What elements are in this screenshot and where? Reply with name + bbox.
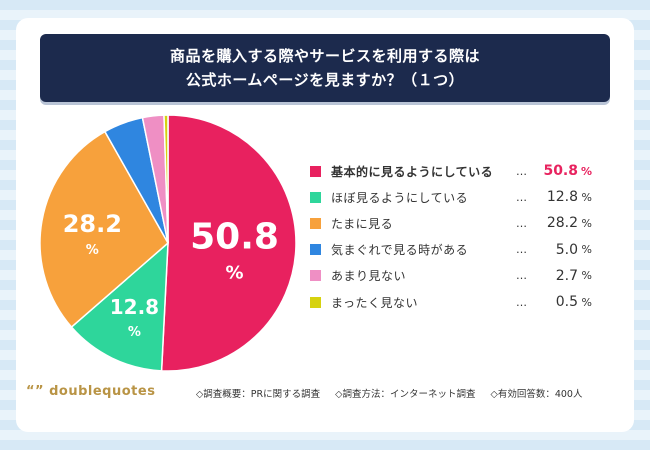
legend-label: ほぼ見るようにしている bbox=[331, 190, 469, 205]
legend-item-3: 気まぐれで見る時がある … 5.0% bbox=[308, 237, 592, 263]
legend-value: 0.5 bbox=[555, 294, 578, 311]
survey-note-method: ◇調査方法：インターネット調査 bbox=[335, 389, 476, 400]
pie-label-value-0: 50.8 bbox=[190, 217, 279, 258]
pie-label-value-1: 12.8 bbox=[110, 295, 159, 319]
legend-value: 50.8 bbox=[543, 163, 578, 180]
legend-item-2: たまに見る … 28.2% bbox=[308, 210, 592, 236]
pie-slice-0 bbox=[160, 114, 297, 372]
chart-title-line-1: 商品を購入する際やサービスを利用する際は bbox=[169, 47, 480, 65]
pie-slice-5 bbox=[163, 114, 169, 244]
brand-logo: “” doublequotes bbox=[26, 384, 156, 399]
legend-value: 2.7 bbox=[555, 267, 578, 284]
pie-label-unit-0: % bbox=[226, 263, 244, 284]
legend-swatch bbox=[310, 165, 321, 177]
pie-slice-2 bbox=[39, 130, 169, 329]
legend-item-4: あまり見ない … 2.7% bbox=[308, 263, 592, 289]
survey-note-respondents: ◇有効回答数：400人 bbox=[490, 389, 583, 400]
legend-unit: % bbox=[581, 269, 592, 283]
legend-unit: % bbox=[580, 164, 592, 178]
legend-swatch bbox=[310, 244, 321, 256]
legend-unit: % bbox=[581, 243, 592, 257]
legend-label: たまに見る bbox=[331, 216, 394, 231]
legend-swatch bbox=[310, 191, 321, 203]
legend-value: 12.8 bbox=[546, 189, 578, 206]
chart-title-box: 商品を購入する際やサービスを利用する際は 公式ホームページを見ますか？（１つ） bbox=[40, 34, 610, 102]
legend-unit: % bbox=[581, 216, 592, 230]
legend-swatch bbox=[310, 270, 321, 282]
legend-unit: % bbox=[581, 190, 592, 204]
legend-label: 基本的に見るようにしている bbox=[331, 164, 494, 179]
pie-label-unit-2: % bbox=[86, 243, 99, 258]
legend-item-0: 基本的に見るようにしている … 50.8% bbox=[308, 158, 592, 184]
legend-leader-dots: … bbox=[516, 243, 528, 257]
legend-item-1: ほぼ見るようにしている … 12.8% bbox=[308, 184, 592, 210]
pie-chart: 50.8% 28.2% 12.8% bbox=[39, 114, 297, 372]
legend-value: 5.0 bbox=[555, 241, 578, 258]
legend-leader-dots: … bbox=[516, 269, 528, 283]
survey-notes: ◇調査概要：PRに関する調査 ◇調査方法：インターネット調査 ◇有効回答数：40… bbox=[196, 386, 594, 400]
survey-note-outline: ◇調査概要：PRに関する調査 bbox=[196, 389, 321, 400]
pie-label-unit-1: % bbox=[128, 325, 141, 340]
legend-leader-dots: … bbox=[516, 190, 528, 204]
chart-legend: 基本的に見るようにしている… 50.8% ほぼ見るようにしている… 12.8% たまに見… bbox=[308, 158, 592, 315]
pie-slice-1 bbox=[70, 241, 169, 372]
legend-leader-dots: … bbox=[516, 216, 528, 230]
legend-leader-dots: … bbox=[516, 164, 528, 178]
legend-label: 気まぐれで見る時がある bbox=[331, 243, 469, 258]
legend-unit: % bbox=[581, 295, 592, 309]
legend-swatch bbox=[310, 217, 321, 229]
chart-title-line-2: 公式ホームページを見ますか？（１つ） bbox=[185, 71, 465, 89]
pie-label-value-2: 28.2 bbox=[63, 210, 122, 238]
legend-swatch bbox=[310, 296, 321, 308]
legend-label: まったく見ない bbox=[331, 295, 419, 310]
legend-leader-dots: … bbox=[516, 295, 528, 309]
legend-item-5: まったく見ない … 0.5% bbox=[308, 289, 592, 315]
legend-label: あまり見ない bbox=[331, 269, 407, 284]
legend-value: 28.2 bbox=[546, 215, 578, 232]
